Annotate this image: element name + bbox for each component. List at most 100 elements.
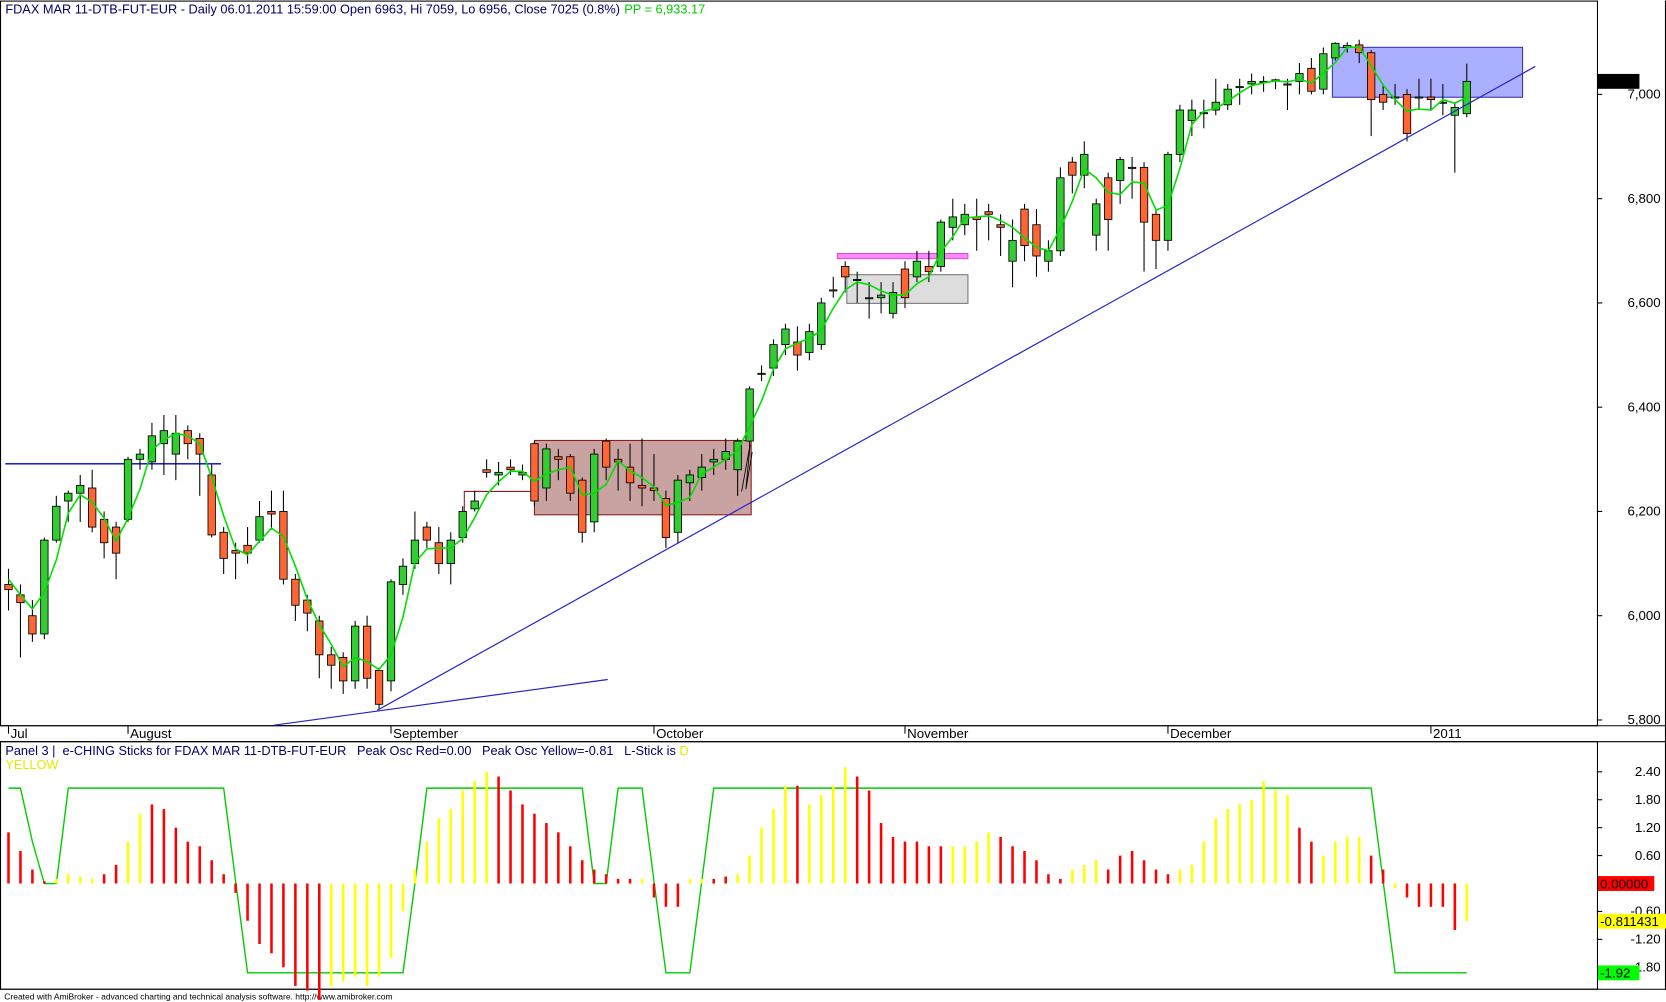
candle-body xyxy=(494,471,503,476)
footer: Created with AmiBroker - advanced charti… xyxy=(4,991,392,1001)
candle-body xyxy=(984,211,993,215)
candle-body xyxy=(542,448,551,489)
candle-body xyxy=(1247,80,1256,85)
oscillator-bar xyxy=(318,883,321,1000)
y-tick-label: 2.40 xyxy=(1635,764,1661,779)
candle-body xyxy=(1104,177,1113,220)
oscillator-bar xyxy=(1250,799,1253,884)
candle-body xyxy=(135,453,145,460)
oscillator-bar xyxy=(306,883,309,991)
oscillator-bar xyxy=(1047,874,1050,884)
candle-body xyxy=(1390,96,1400,99)
candle-body xyxy=(841,266,850,278)
candle-body xyxy=(374,670,384,705)
pattern-mark xyxy=(741,444,753,492)
oscillator-bar xyxy=(1238,804,1241,884)
candle-body xyxy=(398,565,408,585)
y-tick-label: 6,400 xyxy=(1627,399,1660,414)
oscillator-bar xyxy=(1310,841,1313,884)
oscillator-bar xyxy=(449,809,453,884)
candle-body xyxy=(709,458,718,463)
oscillator-bar xyxy=(939,846,943,884)
oscillator-bar xyxy=(1166,874,1170,884)
oscillator-bar xyxy=(772,809,775,884)
candle-body xyxy=(183,430,192,445)
oscillator-bar xyxy=(401,883,405,912)
candle-body xyxy=(1056,177,1065,252)
candle-body xyxy=(578,479,587,533)
signal-line xyxy=(8,787,1467,974)
oscillator-bar xyxy=(521,804,524,884)
candle-body xyxy=(1008,239,1017,262)
oscillator-bar xyxy=(1154,869,1158,884)
candle-body xyxy=(661,497,671,538)
candle-body xyxy=(64,492,73,502)
x-tick-label: Jul xyxy=(11,726,28,741)
y-tick-label: 6,000 xyxy=(1627,608,1660,623)
candle-body xyxy=(1080,153,1089,176)
panel-title-text: Panel 3 | e-CHING Sticks for FDAX MAR 11… xyxy=(5,743,679,758)
candle-body xyxy=(279,511,288,580)
oscillator-bar xyxy=(353,883,357,977)
candle-body xyxy=(948,216,957,228)
resistance-band xyxy=(836,253,969,260)
candle-body xyxy=(1367,52,1376,101)
oscillator-bar xyxy=(1334,841,1337,884)
oscillator-bar xyxy=(114,864,118,884)
stick-mark: D xyxy=(679,743,688,758)
oscillator-bar xyxy=(1214,818,1218,884)
candle-body xyxy=(88,487,97,528)
candle-body xyxy=(291,578,300,606)
oscillator-bar xyxy=(1226,809,1229,884)
oscillator-bar xyxy=(1381,869,1385,884)
candle-body xyxy=(28,615,37,635)
stick-state: YELLOW xyxy=(5,757,58,772)
oscillator-bar xyxy=(174,827,178,884)
oscillator-bar xyxy=(628,878,632,884)
candle-body xyxy=(1283,83,1292,86)
value-tag-box xyxy=(1598,73,1640,89)
candle-body xyxy=(829,289,838,292)
value-tag-label: -0.811431 xyxy=(1600,914,1659,929)
candle-body xyxy=(422,526,432,541)
value-tag-label: -1.92 xyxy=(1600,966,1630,981)
oscillator-bar xyxy=(1011,846,1014,884)
candle-body xyxy=(1414,96,1424,99)
candle-body xyxy=(996,224,1005,228)
candle-body xyxy=(781,328,790,346)
oscillator-bar xyxy=(1035,860,1038,884)
pp-label: PP = 6,933.17 xyxy=(624,1,705,16)
x-tick-label: November xyxy=(907,726,969,741)
oscillator-bar xyxy=(784,785,787,884)
x-tick-label: September xyxy=(393,726,458,741)
candle-body xyxy=(1020,208,1029,247)
oscillator-bar xyxy=(437,818,441,884)
y-tick-label: 6,800 xyxy=(1627,191,1660,206)
oscillator-bar xyxy=(31,869,34,884)
oscillator-bar xyxy=(1441,883,1445,907)
candle-body xyxy=(1139,166,1149,223)
candle-body xyxy=(171,432,180,455)
oscillator-bar xyxy=(808,804,811,884)
oscillator-bar xyxy=(222,874,225,884)
candle-body xyxy=(1175,109,1185,155)
oscillator-bar xyxy=(461,790,464,884)
candle-body xyxy=(315,620,324,656)
title: FDAX MAR 11-DTB-FUT-EUR - Daily 06.01.20… xyxy=(5,1,620,16)
candle-body xyxy=(590,453,599,523)
candle-body xyxy=(912,260,922,278)
trend-line xyxy=(376,65,1536,711)
trend-line xyxy=(274,678,608,726)
oscillator-bar xyxy=(425,841,429,884)
y-tick-label: 1.20 xyxy=(1635,820,1661,835)
oscillator-bar xyxy=(999,836,1002,884)
oscillator-bar xyxy=(1429,883,1433,907)
candle-body xyxy=(243,544,252,554)
oscillator-bar xyxy=(1094,860,1098,884)
oscillator-bar xyxy=(258,883,261,945)
candle-body xyxy=(733,440,742,471)
oscillator-bar xyxy=(329,883,333,986)
candle-body xyxy=(1378,93,1388,103)
candle-body xyxy=(339,656,348,682)
oscillator-bar xyxy=(1465,883,1469,922)
